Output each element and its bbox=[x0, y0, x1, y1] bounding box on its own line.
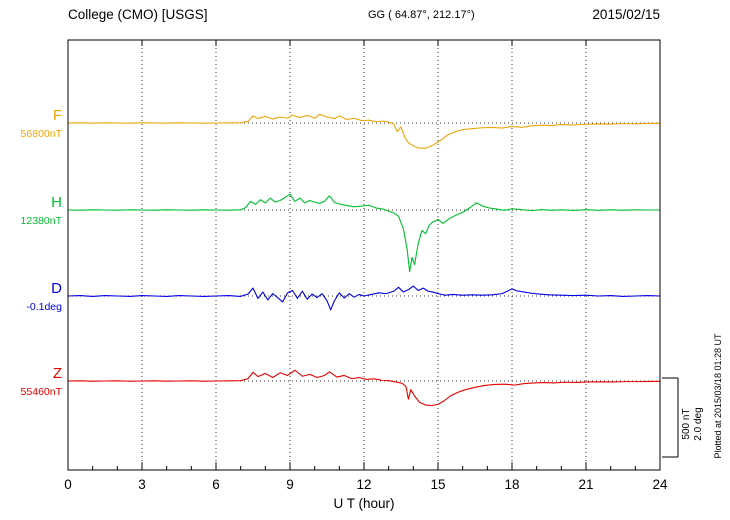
x-tick-label-21: 21 bbox=[578, 477, 593, 492]
gg-coordinates: GG ( 64.87°, 212.17°) bbox=[368, 9, 475, 21]
trace-layer bbox=[67, 113, 661, 407]
trace-Z bbox=[67, 369, 661, 407]
trace-D bbox=[67, 285, 661, 311]
x-tick-label-0: 0 bbox=[64, 477, 72, 492]
x-tick-label-12: 12 bbox=[356, 477, 371, 492]
trace-value-z: 55460nT bbox=[21, 386, 63, 398]
trace-letter-f: F bbox=[53, 107, 62, 124]
x-tick-label-3: 3 bbox=[138, 477, 146, 492]
x-tick-label-24: 24 bbox=[652, 477, 668, 492]
trace-value-h: 12380nT bbox=[21, 215, 63, 227]
trace-F bbox=[67, 113, 661, 149]
trace-H bbox=[67, 193, 661, 273]
scale-label-nt: 500 nT bbox=[681, 408, 692, 439]
x-tick-label-18: 18 bbox=[504, 477, 519, 492]
trace-letter-h: H bbox=[51, 194, 62, 211]
plotted-at-note: Plotted at 2015/03/18 01:28 UT bbox=[713, 333, 723, 459]
tick-layer bbox=[67, 40, 661, 470]
x-tick-label-15: 15 bbox=[430, 477, 445, 492]
grid-layer bbox=[141, 40, 587, 470]
plot-date: 2015/02/15 bbox=[592, 7, 660, 22]
scale-label-deg: 2.0 deg bbox=[693, 407, 704, 440]
scale-bracket bbox=[662, 377, 679, 458]
trace-value-d: -0.1deg bbox=[26, 301, 62, 313]
trace-letter-d: D bbox=[51, 280, 62, 297]
trace-value-f: 56800nT bbox=[21, 128, 63, 140]
x-tick-label-9: 9 bbox=[286, 477, 294, 492]
x-tick-label-6: 6 bbox=[212, 477, 220, 492]
tick-label-layer: 0 3 6 9 12 15 18 21 24 bbox=[64, 477, 668, 492]
trace-letter-z: Z bbox=[53, 365, 62, 382]
station-title: College (CMO) [USGS] bbox=[68, 7, 208, 22]
x-axis-label: U T (hour) bbox=[333, 496, 394, 511]
